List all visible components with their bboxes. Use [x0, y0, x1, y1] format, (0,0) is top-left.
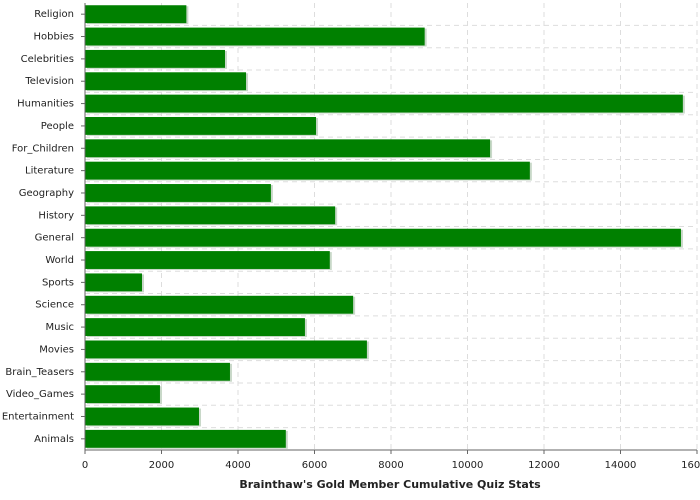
y-tick-label: World	[45, 255, 74, 266]
bar	[85, 161, 530, 180]
bar	[85, 49, 225, 68]
y-tick-label: General	[35, 233, 74, 244]
bar	[85, 184, 271, 202]
bar	[85, 72, 247, 91]
y-tick-label: Sports	[42, 277, 74, 288]
x-tick-label: 8000	[378, 460, 403, 471]
y-tick-label: Music	[46, 322, 74, 333]
x-tick-label: 4000	[225, 460, 250, 471]
bar	[85, 139, 491, 158]
bar	[85, 5, 187, 24]
bar	[85, 206, 336, 225]
y-tick-label: Hobbies	[34, 32, 74, 43]
y-tick-label: Science	[35, 300, 74, 311]
bar	[85, 94, 683, 113]
bar	[85, 27, 425, 46]
x-tick-label: 2000	[149, 460, 174, 471]
y-tick-label: Celebrities	[21, 54, 74, 65]
bar	[85, 407, 199, 426]
x-tick-label: 10000	[452, 460, 484, 471]
y-tick-label: Television	[24, 76, 74, 87]
y-tick-label: Movies	[39, 344, 74, 355]
bar	[85, 295, 354, 314]
y-tick-label: Literature	[25, 166, 74, 177]
y-tick-label: For_Children	[12, 143, 74, 154]
bar	[85, 228, 681, 247]
chart-title: Brainthaw's Gold Member Cumulative Quiz …	[239, 478, 541, 491]
bar	[85, 318, 305, 337]
y-tick-label: Video_Games	[6, 389, 74, 400]
bar	[85, 116, 317, 135]
y-tick-label: People	[41, 121, 74, 132]
x-tick-label: 14000	[605, 460, 637, 471]
y-tick-label: Humanities	[17, 99, 74, 110]
x-tick-label: 0	[82, 460, 88, 471]
x-tick-label: 6000	[302, 460, 327, 471]
bar	[85, 251, 330, 269]
bar	[85, 429, 286, 448]
x-tick-label: 16000	[681, 460, 700, 471]
bar	[85, 273, 142, 292]
bar	[85, 362, 230, 381]
y-tick-label: Entertainment	[2, 411, 74, 422]
y-tick-label: Religion	[34, 9, 74, 20]
y-tick-label: History	[38, 210, 74, 221]
y-tick-label: Geography	[19, 188, 74, 199]
bar	[85, 385, 160, 404]
y-tick-label: Brain_Teasers	[5, 367, 74, 378]
x-tick-label: 12000	[528, 460, 560, 471]
y-tick-label: Animals	[34, 434, 74, 445]
bar	[85, 340, 367, 359]
